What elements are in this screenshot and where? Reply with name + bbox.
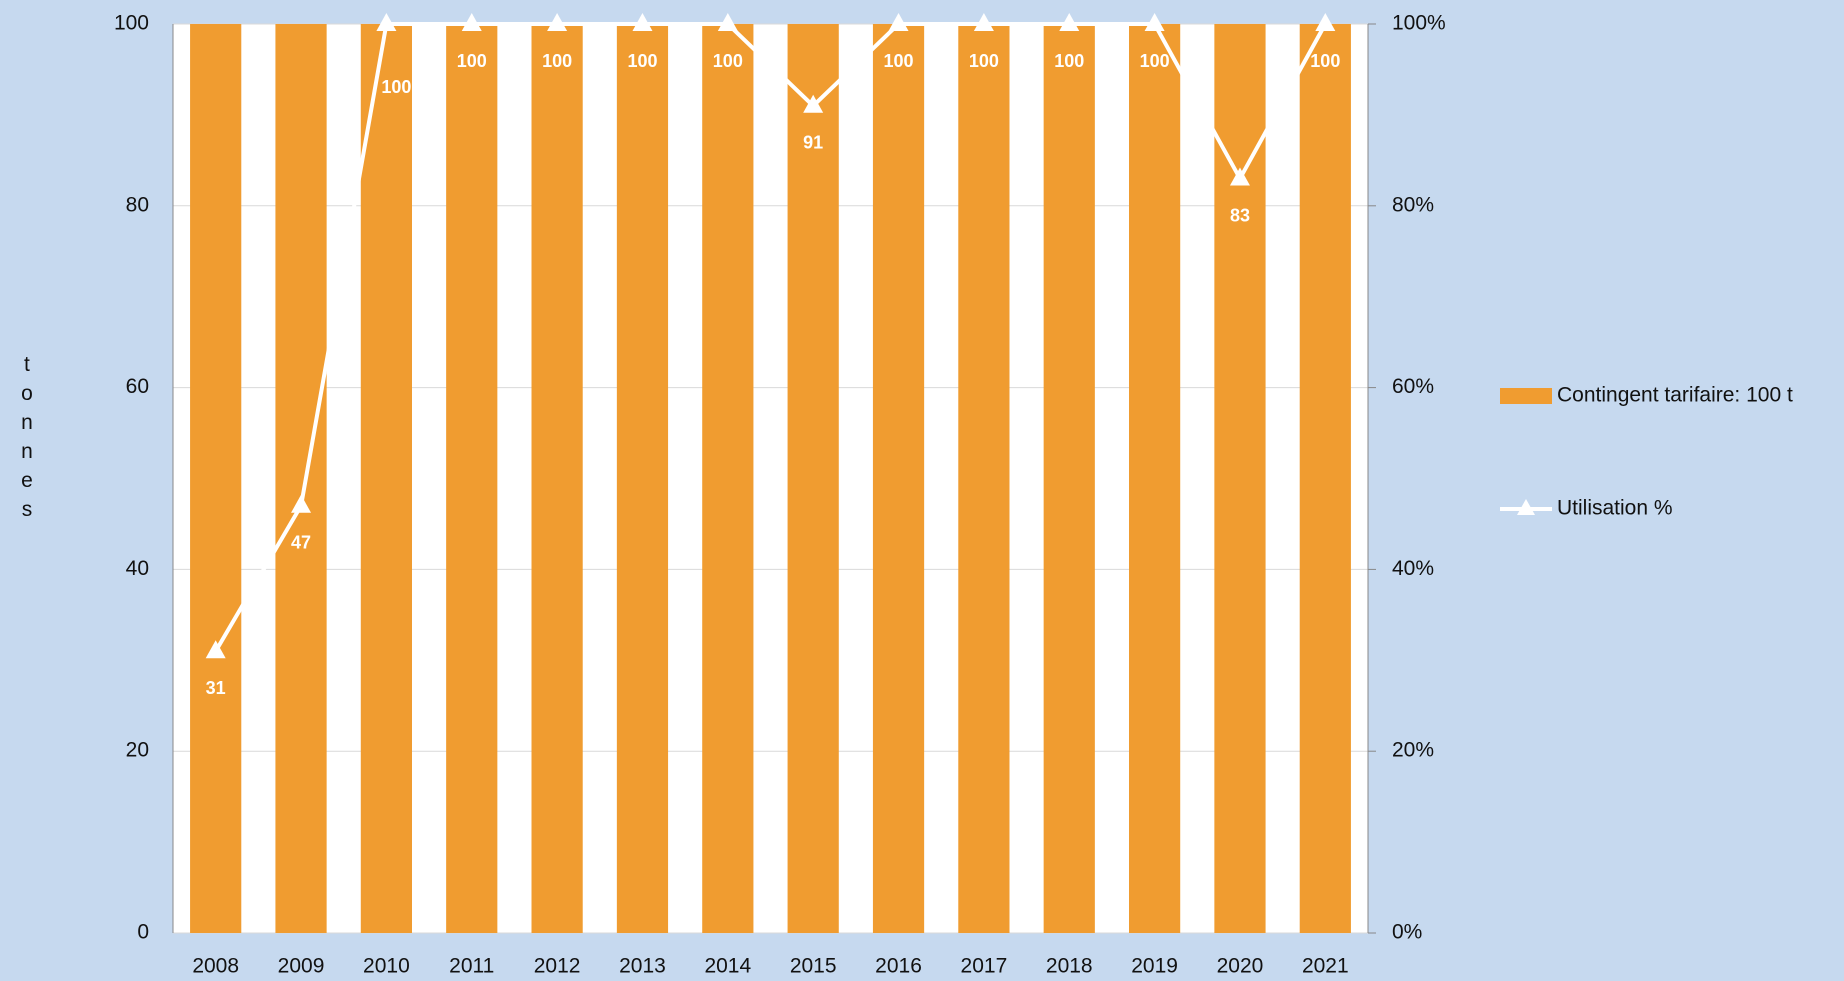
data-label: 100 <box>1054 51 1084 71</box>
x-tick-label: 2015 <box>790 955 837 978</box>
x-tick-label: 2017 <box>961 955 1008 978</box>
y2-tick-label: 40% <box>1392 557 1434 580</box>
bar <box>1129 24 1181 933</box>
data-label: 100 <box>627 51 657 71</box>
x-tick-label: 2009 <box>278 955 325 978</box>
data-label: 83 <box>1230 205 1250 225</box>
data-label: 100 <box>542 51 572 71</box>
x-tick-label: 2018 <box>1046 955 1093 978</box>
x-tick-label: 2021 <box>1302 955 1349 978</box>
data-label: 31 <box>206 678 226 698</box>
y2-tick-label: 100% <box>1392 12 1446 35</box>
x-tick-label: 2011 <box>449 955 494 978</box>
marker <box>803 94 824 113</box>
y-tick-label: 0 <box>137 921 149 944</box>
y-tick-label: 60 <box>126 375 149 398</box>
y-tick-label: 100 <box>114 12 149 35</box>
data-label: 100 <box>713 51 743 71</box>
marker <box>1144 13 1165 31</box>
y2-tick-label: 0% <box>1392 921 1422 944</box>
legend-marker <box>1517 499 1535 515</box>
data-label: 47 <box>291 533 311 553</box>
y2-tick-label: 20% <box>1392 739 1434 762</box>
data-label: 100 <box>381 77 411 97</box>
marker <box>1229 167 1250 186</box>
x-tick-label: 2014 <box>704 955 751 978</box>
data-label: 100 <box>1140 51 1170 71</box>
marker <box>547 13 568 31</box>
y-tick-label: 20 <box>126 739 149 762</box>
data-label: 100 <box>884 51 914 71</box>
marker <box>632 13 653 31</box>
data-label: 100 <box>457 51 487 71</box>
bar <box>190 24 242 933</box>
plot-area <box>173 24 1368 933</box>
x-tick-label: 2020 <box>1217 955 1264 978</box>
data-label: 100 <box>1310 51 1340 71</box>
x-tick-label: 2012 <box>534 955 581 978</box>
marker <box>717 13 738 31</box>
marker <box>461 13 482 31</box>
data-label: 91 <box>803 133 823 153</box>
y2-tick-label: 80% <box>1392 193 1434 216</box>
marker <box>1059 13 1080 31</box>
legend-swatch <box>1500 388 1552 404</box>
bar <box>360 24 412 933</box>
marker <box>888 13 909 31</box>
marker <box>291 494 312 513</box>
bar <box>1043 24 1095 933</box>
marker <box>376 13 397 31</box>
x-tick-label: 2019 <box>1131 955 1178 978</box>
y-tick-label: 40 <box>126 557 149 580</box>
bar <box>275 24 327 933</box>
legend-label: Utilisation % <box>1557 497 1673 520</box>
bar <box>1299 24 1351 933</box>
y-tick-label: 80 <box>126 193 149 216</box>
x-tick-label: 2010 <box>363 955 410 978</box>
bar <box>1214 24 1266 933</box>
marker <box>1315 13 1336 31</box>
x-tick-label: 2013 <box>619 955 666 978</box>
line <box>213 22 1328 653</box>
marker <box>205 640 226 659</box>
bar <box>531 24 583 933</box>
bar <box>872 24 925 933</box>
y-axis-label: tonnes <box>15 353 38 527</box>
marker <box>973 13 994 31</box>
y2-tick-label: 60% <box>1392 375 1434 398</box>
x-tick-label: 2008 <box>192 955 239 978</box>
data-label: 100 <box>969 51 999 71</box>
bar <box>958 24 1010 933</box>
x-tick-label: 2016 <box>875 955 922 978</box>
bar <box>787 24 839 933</box>
bar <box>446 24 498 933</box>
bar <box>616 24 669 933</box>
bar <box>702 24 754 933</box>
legend-label: Contingent tarifaire: 100 t <box>1557 384 1793 407</box>
